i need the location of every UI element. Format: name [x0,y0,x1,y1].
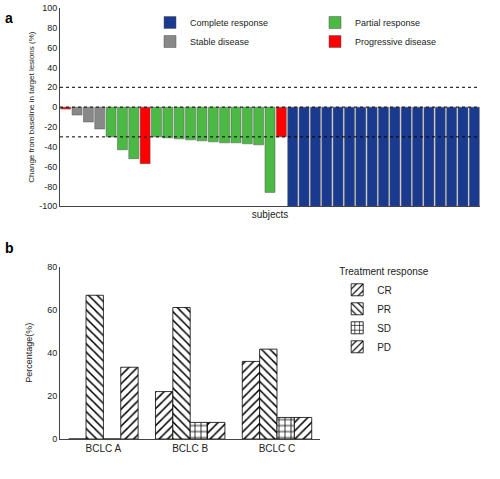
svg-text:BCLC B: BCLC B [172,443,208,454]
svg-text:subjects: subjects [252,209,289,220]
svg-text:Percentage(%): Percentage(%) [24,323,34,383]
svg-text:100: 100 [42,3,57,13]
svg-text:BCLC C: BCLC C [259,443,296,454]
svg-text:Progressive disease: Progressive disease [355,37,436,47]
svg-text:Partial response: Partial response [355,18,420,28]
svg-text:Change from baseline in target: Change from baseline in target lesions (… [27,31,36,183]
svg-text:-40: -40 [44,142,57,152]
svg-text:60: 60 [47,305,57,315]
svg-text:-20: -20 [44,122,57,132]
svg-text:80: 80 [47,23,57,33]
svg-text:Complete response: Complete response [190,18,268,28]
svg-text:80: 80 [47,262,57,272]
svg-text:60: 60 [47,43,57,53]
svg-text:40: 40 [47,63,57,73]
svg-text:-80: -80 [44,182,57,192]
svg-text:PD: PD [377,342,391,353]
svg-text:Treatment response: Treatment response [339,266,429,277]
svg-text:0: 0 [52,434,57,444]
svg-text:-60: -60 [44,162,57,172]
svg-text:0: 0 [52,102,57,112]
svg-text:20: 20 [47,82,57,92]
svg-text:a: a [5,10,13,26]
svg-text:b: b [5,240,14,256]
svg-text:Stable disease: Stable disease [190,37,249,47]
svg-text:BCLC A: BCLC A [86,443,122,454]
svg-text:-100: -100 [39,201,57,211]
svg-text:CR: CR [377,285,391,296]
svg-text:PR: PR [377,304,391,315]
svg-text:20: 20 [47,391,57,401]
svg-text:SD: SD [377,323,391,334]
svg-text:40: 40 [47,348,57,358]
